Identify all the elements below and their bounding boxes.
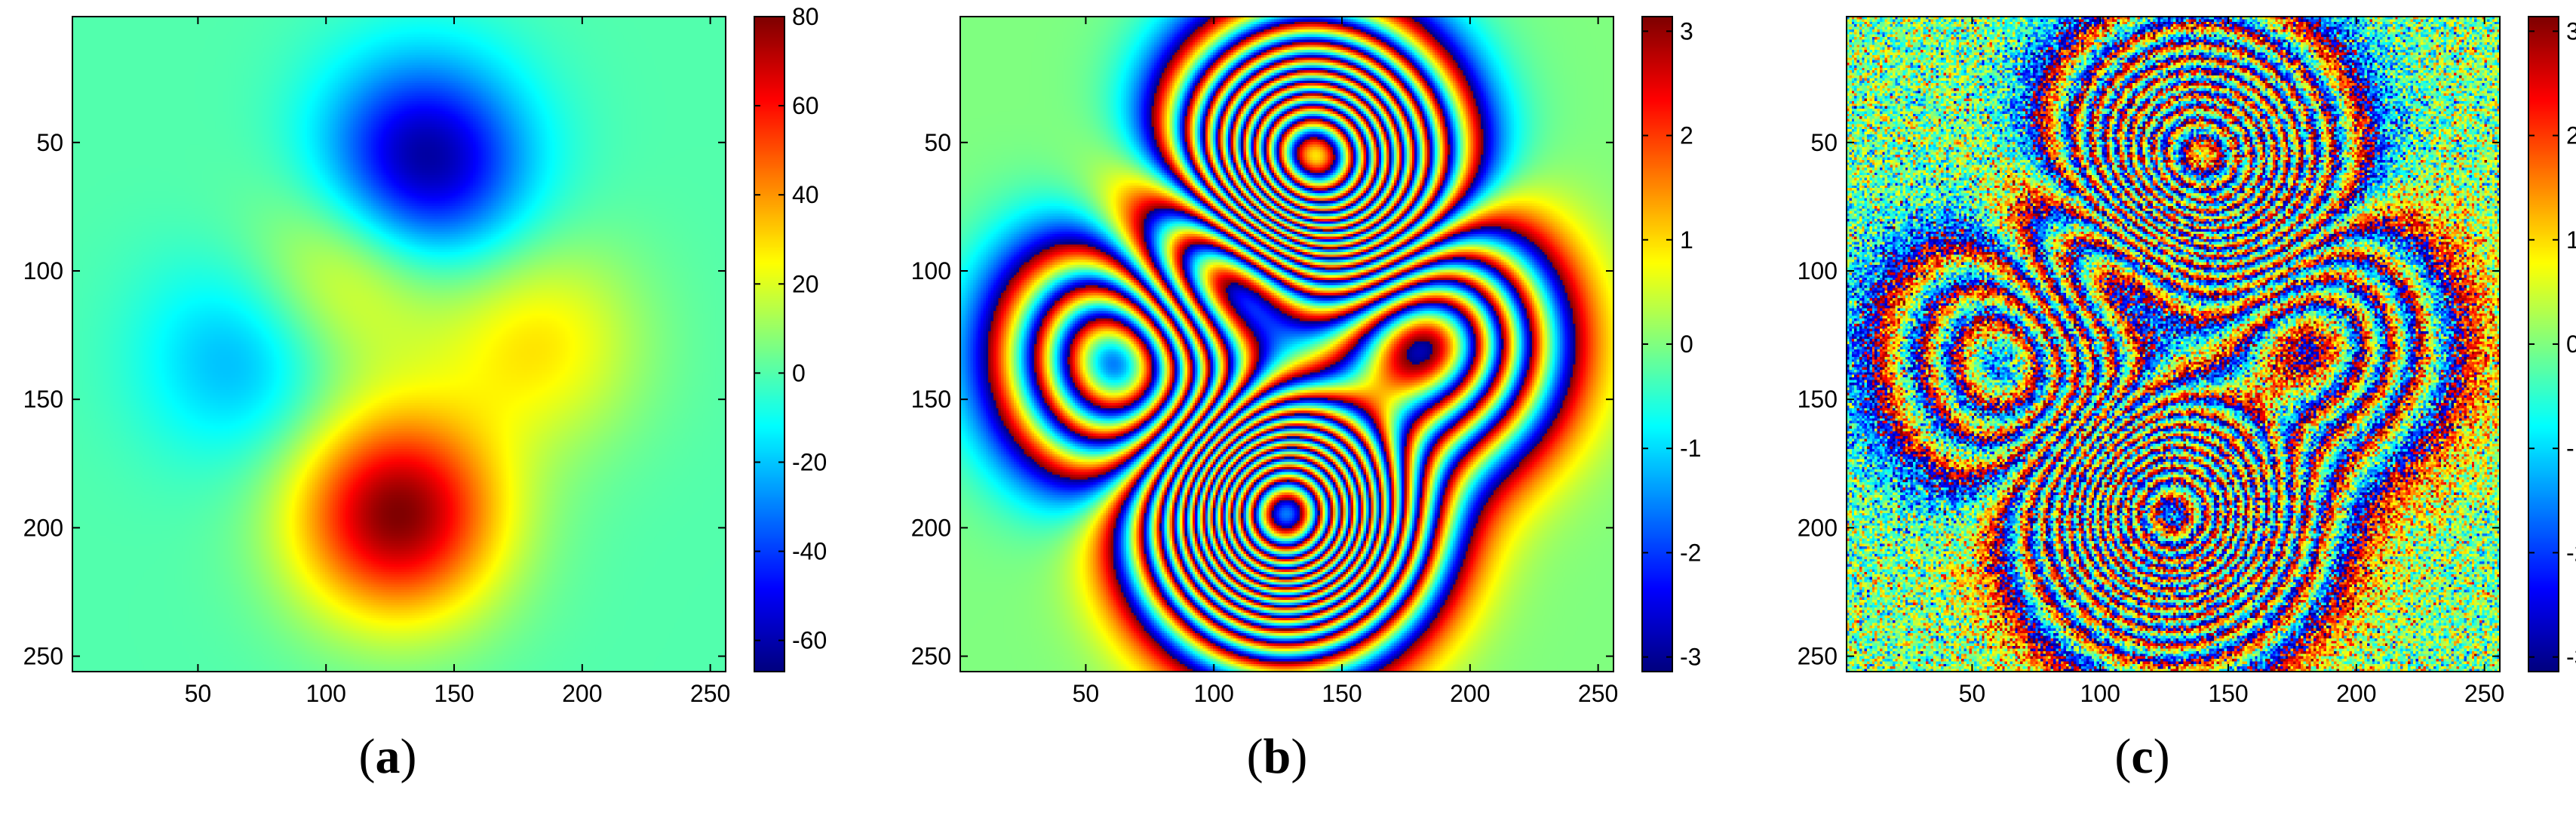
x-tick-label-b: 250 xyxy=(1578,680,1618,707)
y-tick-label-b: 150 xyxy=(911,386,951,413)
panel-c-caption: (c) xyxy=(1991,728,2293,786)
x-tick-label-b: 150 xyxy=(1322,680,1362,707)
x-tick-label-a: 200 xyxy=(562,680,602,707)
colorbar-tick-label-a: 60 xyxy=(792,92,819,119)
y-tick-label-a: 50 xyxy=(36,129,63,156)
colorbar-tick-label-b: -3 xyxy=(1680,644,1701,671)
x-tick-label-c: 100 xyxy=(2080,680,2120,707)
colorbar-tick-label-c: -1 xyxy=(2566,435,2576,462)
colorbar-tick-label-a: -20 xyxy=(792,448,827,475)
panel-c-plot: 50 100 150 200 250 50 100 150 200 250 3 2 1 0 -1 -2 -3 xyxy=(1774,0,2576,818)
panel-c: 50 100 150 200 250 50 100 150 200 250 3 2 1 0 -1 -2 -3 (… xyxy=(1774,0,2576,818)
colorbar-tick-label-a: -60 xyxy=(792,627,827,654)
heatmap-c xyxy=(1847,17,2500,672)
colorbar-tick-label-c: 3 xyxy=(2566,17,2576,45)
y-tick-label-c: 150 xyxy=(1798,386,1838,413)
x-tick-label-a: 250 xyxy=(690,680,730,707)
colorbar-tick-label-b: 3 xyxy=(1680,17,1693,45)
x-tick-label-b: 200 xyxy=(1450,680,1490,707)
x-tick-label-b: 50 xyxy=(1073,680,1100,707)
x-tick-label-c: 200 xyxy=(2336,680,2376,707)
x-tick-label-a: 150 xyxy=(434,680,474,707)
colorbar-tick-label-c: 2 xyxy=(2566,122,2576,149)
y-tick-label-a: 100 xyxy=(23,257,63,284)
colorbar-tick-label-b: -2 xyxy=(1680,539,1701,566)
y-tick-label-b: 50 xyxy=(924,129,951,156)
colorbar-tick-label-b: -1 xyxy=(1680,435,1701,462)
y-tick-label-c: 200 xyxy=(1798,514,1838,541)
y-tick-label-b: 250 xyxy=(911,643,951,670)
colorbar-tick-label-c: 1 xyxy=(2566,226,2576,254)
panel-a-caption: (a) xyxy=(237,728,539,786)
colorbar-tick-label-c: -3 xyxy=(2566,644,2576,671)
panel-a-plot: 50 100 150 200 25050100150200250806040200-20… xyxy=(0,0,858,818)
x-tick-label-a: 50 xyxy=(185,680,212,707)
colorbar-tick-label-b: 1 xyxy=(1680,226,1693,254)
colorbar-tick-label-c: 0 xyxy=(2566,331,2576,358)
x-tick-label-c: 250 xyxy=(2464,680,2504,707)
colorbar-a xyxy=(754,17,784,672)
colorbar-tick-label-c: -2 xyxy=(2566,539,2576,566)
colorbar-tick-label-a: 40 xyxy=(792,181,819,208)
colorbar-tick-label-b: 0 xyxy=(1680,331,1693,358)
colorbar-tick-label-a: 0 xyxy=(792,359,806,386)
y-tick-label-a: 250 xyxy=(23,643,63,670)
panel-b-plot: 50 100 150 200 250 50 100 150 200 250 3 2 1 0 -1 -2 -3 xyxy=(888,0,1746,818)
y-tick-label-a: 200 xyxy=(23,514,63,541)
heatmap-a xyxy=(72,17,726,672)
colorbar-tick-label-b: 2 xyxy=(1680,122,1693,149)
colorbar-tick-label-a: -40 xyxy=(792,538,827,565)
colorbar-tick-label-a: 20 xyxy=(792,270,819,297)
colorbar-tick-label-a: 80 xyxy=(792,3,819,30)
panel-a: 50 100 150 200 250 50 100 150 200 250 80 60 40 20 0 -20… xyxy=(0,0,858,818)
y-tick-label-c: 100 xyxy=(1798,257,1838,284)
x-tick-label-b: 100 xyxy=(1194,680,1234,707)
y-tick-label-c: 250 xyxy=(1798,643,1838,670)
x-tick-label-c: 150 xyxy=(2208,680,2248,707)
y-tick-label-b: 200 xyxy=(911,514,951,541)
y-tick-label-b: 100 xyxy=(911,257,951,284)
x-tick-label-a: 100 xyxy=(306,680,346,707)
y-tick-label-a: 150 xyxy=(23,386,63,413)
x-tick-label-c: 50 xyxy=(1959,680,1986,707)
panel-b-caption: (b) xyxy=(1126,728,1428,786)
panel-b: 50 100 150 200 250 50 100 150 200 250 3 2 1 0 -1 -2 -3 (… xyxy=(888,0,1746,818)
panel-a-letter: a xyxy=(376,729,401,784)
panel-c-letter: c xyxy=(2131,729,2153,784)
panel-b-letter: b xyxy=(1263,729,1291,784)
y-tick-label-c: 50 xyxy=(1810,129,1838,156)
heatmap-b xyxy=(960,17,1613,672)
